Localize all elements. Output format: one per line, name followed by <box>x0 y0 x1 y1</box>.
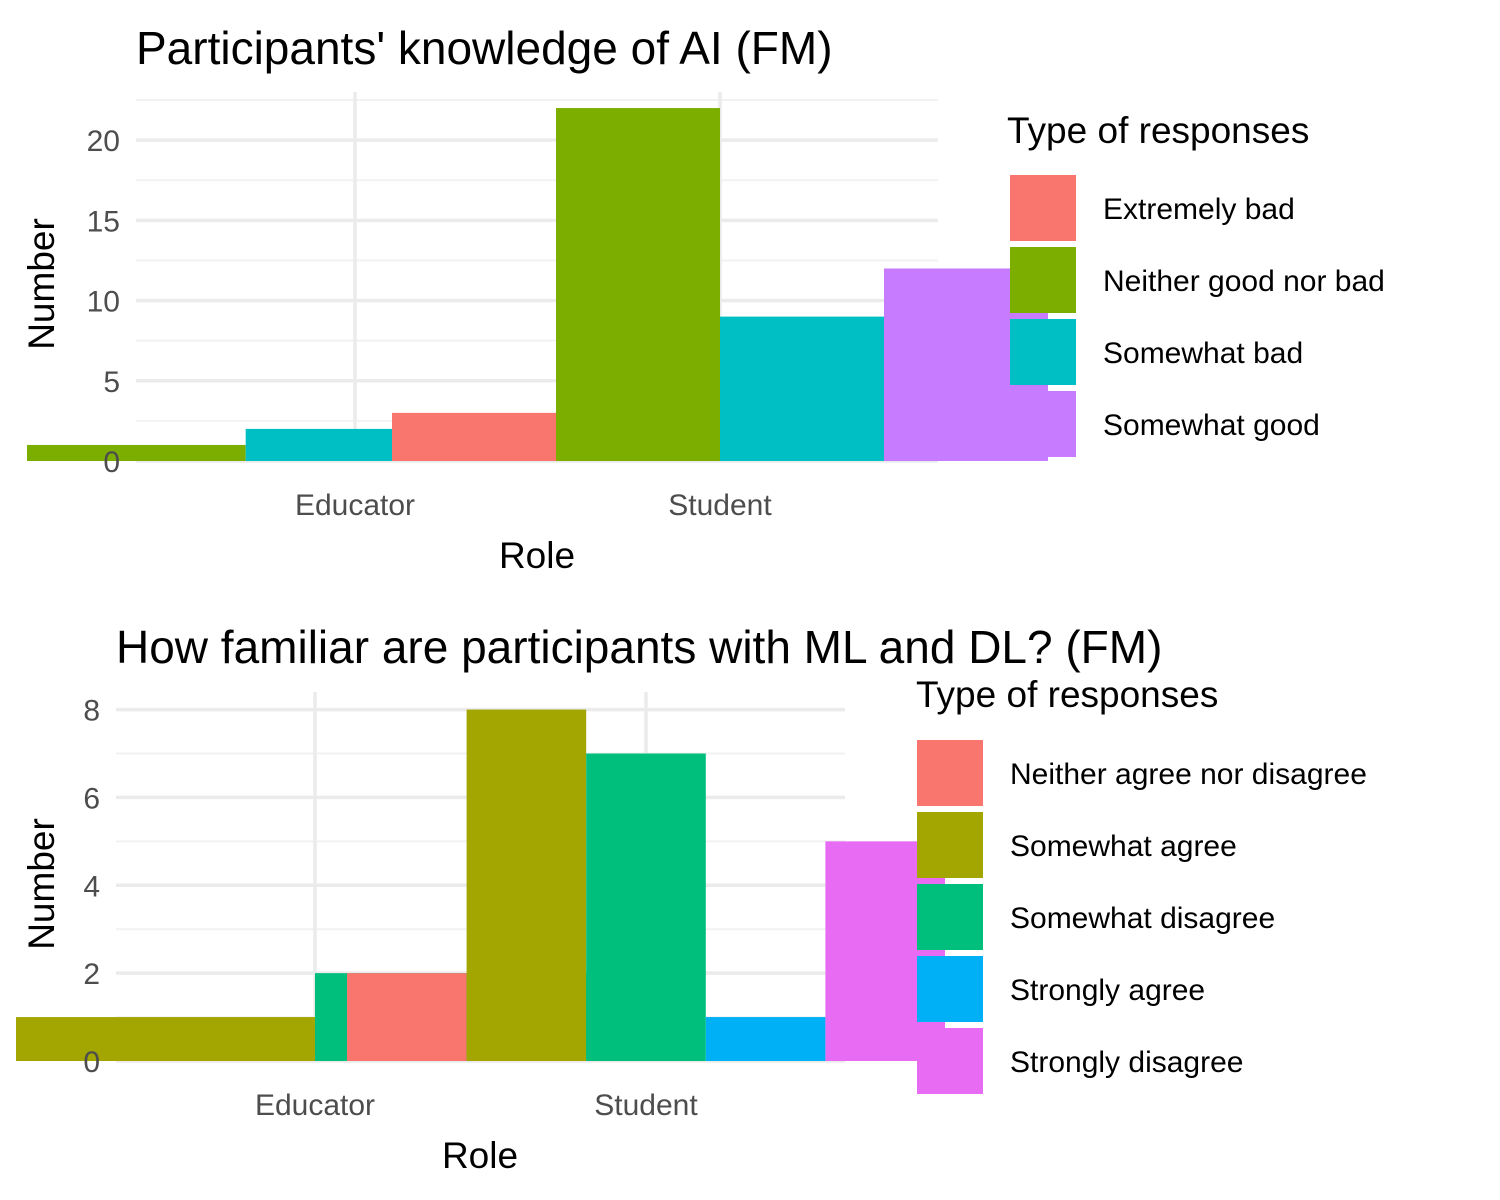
legend-title: Type of responses <box>916 674 1218 715</box>
legend-label: Somewhat good <box>1103 409 1320 442</box>
bar <box>27 444 246 461</box>
legend-key <box>917 956 983 1022</box>
x-tick-label: Student <box>668 489 772 522</box>
y-tick-label: 6 <box>83 782 100 815</box>
bar <box>705 1017 826 1061</box>
legend-label: Neither agree nor disagree <box>1010 758 1367 791</box>
legend: Type of responses Neither agree nor disa… <box>916 674 1367 1094</box>
legend-label: Neither good nor bad <box>1103 265 1385 298</box>
bar <box>556 108 720 461</box>
legend-key <box>917 884 983 950</box>
y-tick-label: 2 <box>83 958 100 991</box>
chart-ml-dl-familiarity: How familiar are participants with ML an… <box>16 621 1367 1176</box>
y-tick-label: 15 <box>87 205 120 238</box>
legend-label: Strongly agree <box>1010 974 1205 1007</box>
y-tick-label: 0 <box>103 446 120 479</box>
legend-label: Strongly disagree <box>1010 1046 1243 1079</box>
y-axis-title: Number <box>21 818 62 950</box>
x-axis-title: Role <box>442 1135 518 1176</box>
x-tick-label: Educator <box>295 489 415 522</box>
y-axis-title: Number <box>21 218 62 350</box>
chart-title: How familiar are participants with ML an… <box>116 621 1162 673</box>
bar <box>347 973 467 1061</box>
y-axis-ticks: 0 2 4 6 8 <box>83 695 100 1079</box>
bar <box>16 1017 315 1061</box>
x-tick-label: Student <box>594 1089 698 1122</box>
legend-key <box>917 740 983 806</box>
chart-ai-knowledge: Participants' knowledge of AI (FM) 0 5 10 1… <box>21 22 1385 576</box>
x-axis-title: Role <box>499 535 575 576</box>
y-tick-label: 5 <box>103 366 120 399</box>
y-tick-label: 10 <box>87 286 120 319</box>
legend-label: Somewhat disagree <box>1010 902 1275 935</box>
bar <box>392 412 556 461</box>
y-axis-ticks: 0 5 10 15 20 <box>87 125 120 479</box>
y-tick-label: 4 <box>83 870 100 903</box>
legend-label: Somewhat bad <box>1103 337 1303 370</box>
legend-title: Type of responses <box>1007 110 1309 151</box>
legend-key <box>917 812 983 878</box>
bars <box>27 108 1048 461</box>
x-axis-ticks: Educator Student <box>255 1089 698 1122</box>
legend-key <box>1010 175 1076 241</box>
y-tick-label: 20 <box>87 125 120 158</box>
legend-key <box>1010 247 1076 313</box>
x-axis-ticks: Educator Student <box>295 489 772 522</box>
legend-key <box>917 1028 983 1094</box>
bar <box>720 316 884 461</box>
chart-title: Participants' knowledge of AI (FM) <box>136 22 833 74</box>
bar <box>586 753 706 1061</box>
bars <box>16 709 945 1061</box>
bar <box>466 709 587 1061</box>
y-tick-label: 0 <box>83 1046 100 1079</box>
x-tick-label: Educator <box>255 1089 375 1122</box>
legend: Type of responses Extremely bad Neither g… <box>1007 110 1385 457</box>
legend-key <box>1010 319 1076 385</box>
legend-key <box>1010 391 1076 457</box>
legend-label: Somewhat agree <box>1010 830 1237 863</box>
legend-label: Extremely bad <box>1103 193 1295 226</box>
y-tick-label: 8 <box>83 695 100 728</box>
